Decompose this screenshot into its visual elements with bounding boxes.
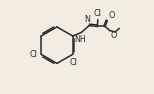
Text: Cl: Cl: [70, 58, 78, 67]
Text: N: N: [84, 15, 90, 24]
Text: O: O: [108, 11, 115, 20]
Text: Cl: Cl: [94, 9, 102, 18]
Text: O: O: [110, 31, 117, 40]
Text: Cl: Cl: [30, 50, 37, 59]
Text: NH: NH: [75, 35, 86, 44]
